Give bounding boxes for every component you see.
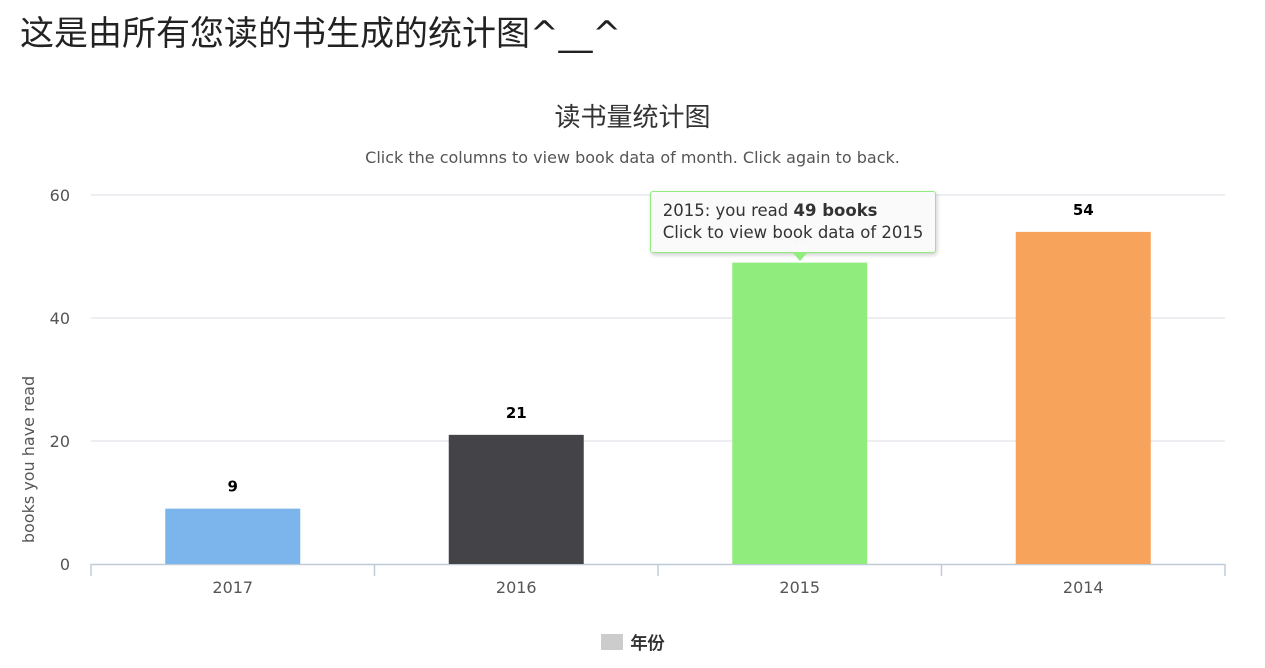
chart-title: 读书量统计图 xyxy=(554,103,711,133)
y-tick-label: 40 xyxy=(50,309,70,328)
legend-label: 年份 xyxy=(630,634,665,654)
y-tick-label: 20 xyxy=(50,432,70,451)
tooltip-line-2: Click to view book data of 2015 xyxy=(662,222,924,242)
data-label: 21 xyxy=(506,404,527,422)
bar-2015[interactable] xyxy=(732,262,868,564)
tooltip-arrow xyxy=(792,252,807,261)
tooltip: 2015: you read 49 books Click to view bo… xyxy=(649,190,937,254)
x-tick-label: 2017 xyxy=(212,578,253,597)
data-label: 9 xyxy=(228,478,238,496)
data-label: 54 xyxy=(1073,201,1094,219)
x-tick-label: 2014 xyxy=(1063,578,1104,597)
bar-2016[interactable] xyxy=(448,434,584,564)
bar-2017[interactable] xyxy=(165,508,301,564)
legend-item[interactable]: 年份 xyxy=(600,629,665,654)
bar-2014[interactable] xyxy=(1015,231,1151,564)
x-tick-label: 2015 xyxy=(779,578,820,597)
tooltip-line-1: 2015: you read 49 books xyxy=(663,200,924,222)
x-tick-label: 2016 xyxy=(496,578,537,597)
chart-subtitle: Click the columns to view book data of m… xyxy=(365,148,900,167)
y-axis-label: books you have read xyxy=(19,376,38,543)
legend-swatch xyxy=(600,633,623,650)
page-heading: 这是由所有您读的书生成的统计图^__^ xyxy=(20,14,621,54)
tooltip-prefix: 2015: you read xyxy=(662,200,794,220)
legend: 年份 xyxy=(0,629,1265,655)
y-tick-label: 60 xyxy=(50,186,70,205)
tooltip-count: 49 books xyxy=(793,200,878,220)
y-tick-label: 0 xyxy=(60,555,70,574)
